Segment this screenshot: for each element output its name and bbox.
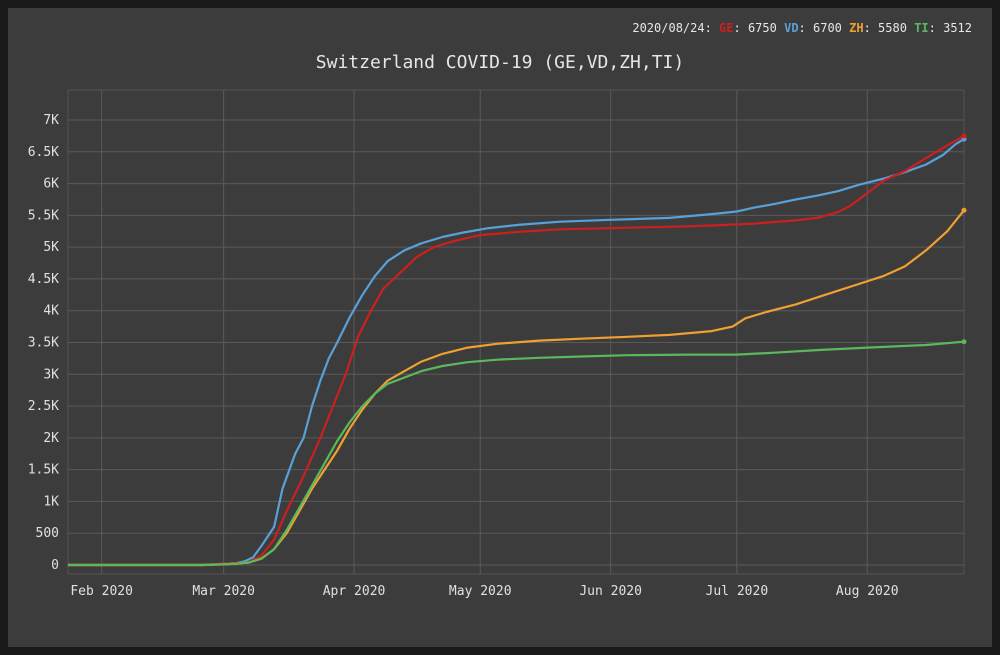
y-tick-label: 5.5K [28, 208, 59, 223]
y-tick-label: 1K [43, 494, 59, 509]
series-endpoint-ge [961, 133, 967, 139]
x-tick-label: Mar 2020 [192, 584, 255, 599]
y-tick-label: 3K [43, 367, 59, 382]
x-tick-label: May 2020 [449, 584, 512, 599]
chart-legend: 2020/08/24: GE: 6750 VD: 6700 ZH: 5580 T… [632, 21, 972, 35]
y-tick-label: 2.5K [28, 399, 59, 414]
x-tick-label: Apr 2020 [323, 584, 386, 599]
series-line-ge [68, 134, 965, 567]
y-tick-label: 500 [36, 526, 59, 541]
chart-panel: 2020/08/24: GE: 6750 VD: 6700 ZH: 5580 T… [8, 8, 992, 647]
y-tick-label: 5K [43, 240, 59, 255]
y-tick-label: 6.5K [28, 145, 59, 160]
x-tick-label: Jun 2020 [579, 584, 642, 599]
x-tick-label: Jul 2020 [706, 584, 769, 599]
y-tick-label: 4.5K [28, 272, 59, 287]
y-tick-label: 4K [43, 304, 59, 319]
legend-value-ti: 3512 [943, 21, 972, 35]
legend-key-ge: GE [719, 21, 734, 35]
legend-key-zh: ZH [849, 21, 864, 35]
y-tick-label: 3.5K [28, 336, 59, 351]
y-tick-label: 7K [43, 113, 59, 128]
series-line-ti [68, 340, 965, 567]
y-tick-label: 6K [43, 177, 59, 192]
legend-date: 2020/08/24 [632, 21, 705, 35]
x-tick-label: Aug 2020 [836, 584, 899, 599]
legend-key-vd: VD [784, 21, 799, 35]
legend-value-vd: 6700 [813, 21, 842, 35]
y-tick-label: 2K [43, 431, 59, 446]
legend-value-zh: 5580 [878, 21, 907, 35]
line-chart: 0 500 1K 1.5K 2K 2.5K 3K 3.5K 4K 4.5K 5K 5.5K 6K 6.5K… [28, 89, 967, 599]
plot-area [67, 89, 965, 575]
y-tick-label: 0 [51, 558, 59, 573]
legend-value-ge: 6750 [747, 21, 777, 35]
series-endpoint-ti [961, 339, 967, 345]
series-line-zh [68, 209, 965, 567]
chart-title: Switzerland COVID-19 (GE,VD,ZH,TI) [315, 52, 685, 73]
series-line-vd [68, 138, 965, 567]
y-tick-label: 1.5K [28, 463, 59, 478]
series-endpoint-zh [961, 207, 967, 213]
legend-key-ti: TI [914, 21, 929, 35]
x-tick-label: Feb 2020 [70, 584, 133, 599]
